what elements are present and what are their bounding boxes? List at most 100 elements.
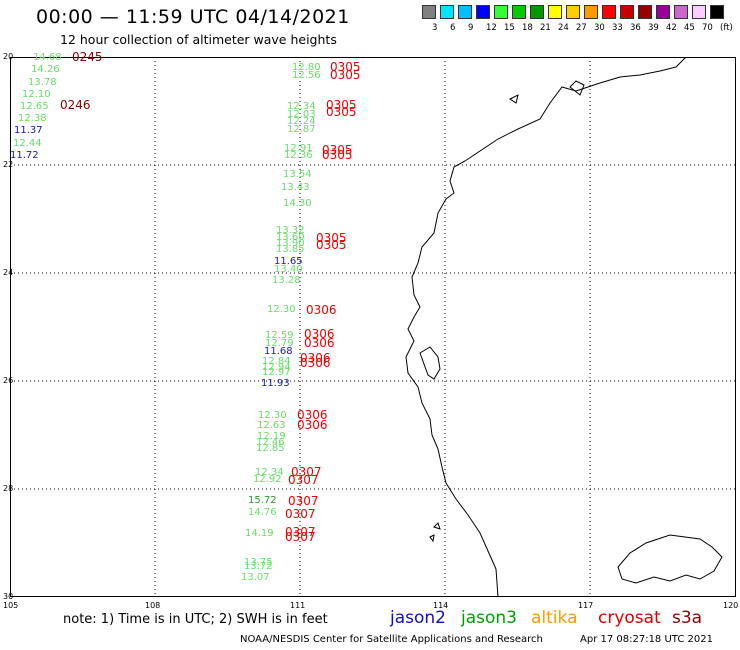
scale-swatch [458, 5, 472, 19]
wave-height-value: 11.37 [14, 125, 43, 136]
scale-label: 6 [450, 23, 456, 33]
wave-height-value: 12.56 [292, 70, 321, 81]
legend-jason2: jason2 [390, 608, 446, 628]
scale-label: 3 [432, 23, 438, 33]
pass-time-label: 0307 [288, 473, 319, 487]
pass-time-label: 0305 [330, 60, 361, 74]
scale-label: 70 [702, 23, 713, 33]
scale-swatch [548, 5, 562, 19]
wave-height-value: 12.79 [265, 338, 294, 349]
wave-height-value: 12.91 [284, 143, 313, 154]
scale-swatch [674, 5, 688, 19]
wave-height-value: 13.60 [276, 232, 305, 243]
pass-time-label: 0306 [297, 408, 328, 422]
wave-height-value: 13.43 [281, 182, 310, 193]
scale-swatch [692, 5, 706, 19]
lat-label: 30 [3, 592, 14, 601]
wave-height-value: 11.72 [10, 150, 39, 161]
pass-time-label: 0305 [322, 143, 353, 157]
legend-cryosat: cryosat [598, 608, 661, 628]
wave-height-value: 14.76 [248, 507, 277, 518]
wave-height-value: 13.78 [28, 77, 57, 88]
scale-swatch [638, 5, 652, 19]
lon-label: 105 [3, 601, 19, 610]
wave-height-value: 12.59 [265, 330, 294, 341]
scale-label: 18 [522, 23, 533, 33]
pass-time-label: 0245 [72, 50, 103, 64]
generated-timestamp: Apr 17 08:27:18 UTC 2021 [580, 634, 713, 645]
scale-label: 42 [666, 23, 677, 33]
wave-height-value: 13.07 [241, 572, 270, 583]
scale-label: 12 [486, 23, 497, 33]
pass-time-label: 0306 [300, 351, 331, 365]
scale-label: 27 [576, 23, 587, 33]
wave-height-value: 12.87 [287, 124, 316, 135]
lat-label: 28 [3, 484, 14, 493]
coastline [405, 57, 723, 597]
scale-label: 39 [648, 23, 659, 33]
pass-time-label: 0306 [297, 418, 328, 432]
wave-height-value: 15.72 [248, 495, 277, 506]
lat-label: 26 [3, 376, 14, 385]
wave-height-value: 12.92 [253, 474, 282, 485]
wave-height-value: 13.54 [283, 169, 312, 180]
legend-altika: altika [531, 608, 578, 628]
wave-height-value: 13.85 [276, 244, 305, 255]
lat-label: 22 [3, 160, 14, 169]
wave-height-value: 12.97 [262, 367, 291, 378]
wave-height-value: 13.40 [274, 264, 303, 275]
map-canvas [10, 57, 736, 597]
wave-height-value: 12.84 [262, 356, 291, 367]
map-title: 00:00 — 11:59 UTC 04/14/2021 [36, 6, 350, 28]
wave-height-value: 12.38 [18, 113, 47, 124]
scale-swatch [602, 5, 616, 19]
credit-text: NOAA/NESDIS Center for Satellite Applica… [240, 634, 543, 645]
scale-swatch [512, 5, 526, 19]
lon-label: 111 [290, 601, 306, 610]
scale-label: 24 [558, 23, 569, 33]
wave-height-value: 14.68 [33, 52, 62, 63]
pass-time-label: 0306 [306, 303, 337, 317]
legend-s3a: s3a [672, 608, 703, 628]
scale-swatch [620, 5, 634, 19]
wave-height-value: 12.30 [267, 304, 296, 315]
scale-label: 9 [468, 23, 474, 33]
lon-label: 120 [723, 601, 739, 610]
pass-time-label: 0307 [285, 530, 316, 544]
wave-height-value: 13.90 [276, 238, 305, 249]
lat-label: 24 [3, 268, 14, 277]
scale-label: 36 [630, 23, 641, 33]
wave-height-value: 14.30 [283, 198, 312, 209]
wave-height-value: 12.10 [22, 89, 51, 100]
wave-height-value: 12.19 [257, 431, 286, 442]
scale-label: 21 [540, 23, 551, 33]
map-frame [10, 57, 736, 597]
scale-label: (ft) [720, 23, 733, 33]
scale-swatch [584, 5, 598, 19]
scale-swatch [656, 5, 670, 19]
scale-swatch [440, 5, 454, 19]
lon-label: 108 [145, 601, 161, 610]
wave-height-value: 12.24 [287, 116, 316, 127]
pass-time-label: 0306 [300, 356, 331, 370]
pass-time-label: 0307 [285, 525, 316, 539]
wave-height-value: 11.68 [264, 346, 293, 357]
pass-time-label: 0305 [326, 105, 357, 119]
wave-height-value: 12.85 [256, 443, 285, 454]
pass-time-label: 0305 [326, 98, 357, 112]
wave-height-value: 13.32 [276, 225, 305, 236]
wave-height-value: 12.34 [255, 467, 284, 478]
lon-label: 117 [578, 601, 594, 610]
pass-time-label: 0305 [316, 231, 347, 245]
lat-label: 20 [3, 52, 14, 61]
wave-height-value: 12.34 [287, 101, 316, 112]
scale-swatch [422, 5, 436, 19]
pass-time-label: 0306 [304, 336, 335, 350]
scale-swatch [530, 5, 544, 19]
pass-time-label: 0305 [316, 238, 347, 252]
legend-jason3: jason3 [461, 608, 517, 628]
pass-time-label: 0307 [285, 507, 316, 521]
wave-height-value: 12.44 [13, 138, 42, 149]
footer-note: note: 1) Time is in UTC; 2) SWH is in fe… [63, 612, 328, 627]
wave-height-value: 13.75 [244, 557, 273, 568]
